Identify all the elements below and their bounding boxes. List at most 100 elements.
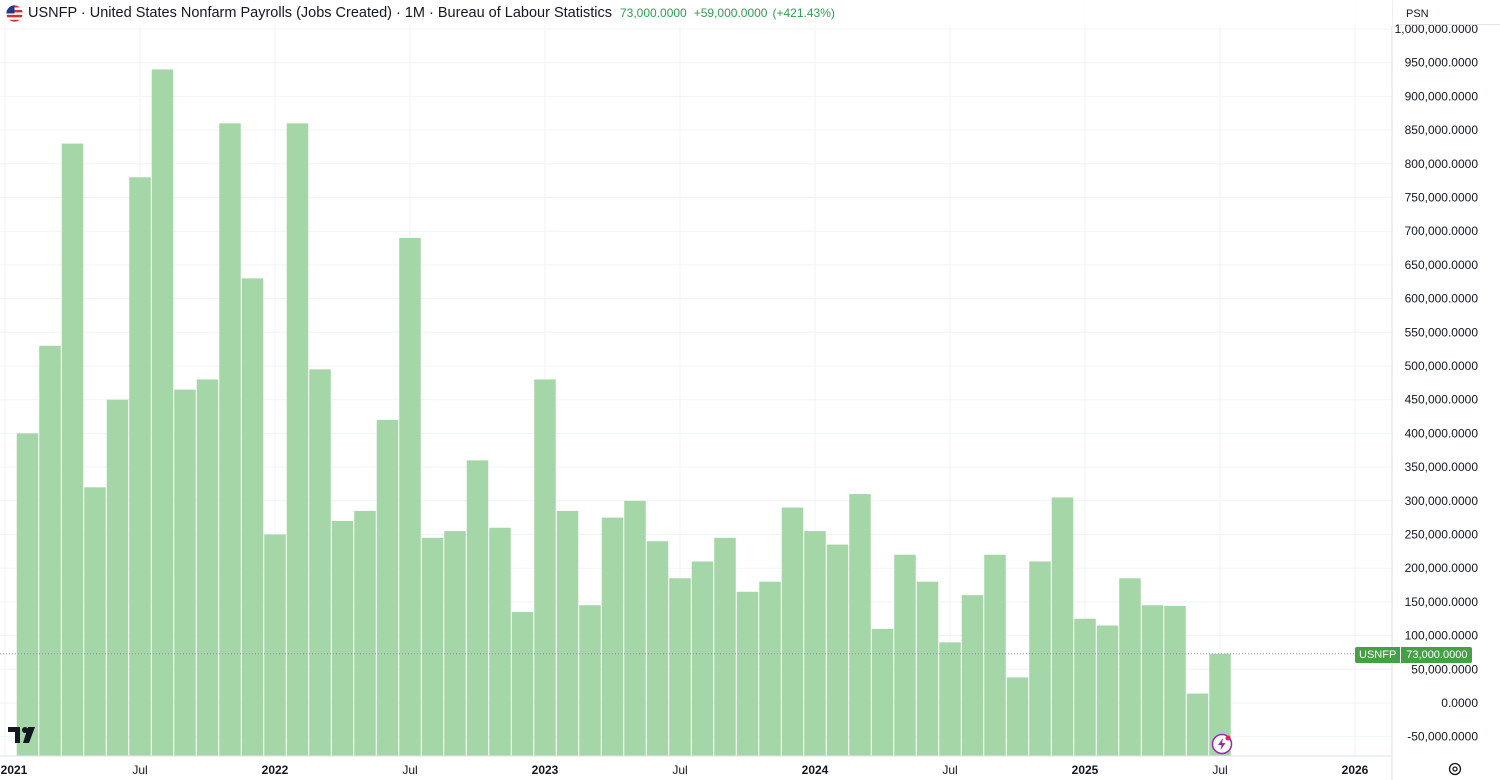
bar[interactable] (241, 278, 264, 756)
y-tick-label: 250,000.0000 (1405, 528, 1479, 542)
bar[interactable] (736, 591, 759, 756)
bar[interactable] (39, 345, 61, 756)
bar[interactable] (511, 612, 534, 756)
bar[interactable] (556, 510, 579, 756)
bar[interactable] (331, 521, 354, 756)
time-axis: 2021 Jul 2022 Jul 2023 Jul 2024 Jul 2025 Jul 2026 (1, 763, 1369, 777)
bar[interactable] (1074, 618, 1096, 756)
bar[interactable] (984, 554, 1006, 756)
bar[interactable] (1029, 561, 1051, 756)
bar[interactable] (871, 628, 894, 756)
bar[interactable] (286, 123, 309, 757)
price-tag-value: 73,000.0000 (1401, 647, 1473, 663)
y-tick-label: 0.0000 (1441, 696, 1478, 710)
bar[interactable] (961, 595, 984, 756)
bar[interactable] (624, 500, 646, 756)
bar[interactable] (1186, 693, 1209, 756)
bar[interactable] (579, 605, 601, 756)
y-tick-label: 850,000.0000 (1405, 123, 1479, 137)
price-tag-symbol: USNFP (1355, 647, 1401, 663)
settings-icon[interactable] (1448, 762, 1462, 776)
bar[interactable] (219, 123, 241, 757)
bar[interactable] (669, 578, 691, 756)
change-value: +59,000.0000 (693, 6, 768, 20)
psn-label[interactable]: PSN (1400, 3, 1500, 25)
price-axis: -50,000.0000 0.0000 50,000.0000 100,000.000… (1395, 22, 1479, 744)
x-tick-label: 2021 (1, 763, 28, 777)
bar[interactable] (534, 379, 556, 756)
bar[interactable] (466, 460, 489, 756)
bar[interactable] (1141, 605, 1164, 756)
price-tag: USNFP 73,000.0000 (1355, 647, 1473, 663)
x-tick-label: Jul (942, 763, 957, 777)
bar[interactable] (106, 399, 129, 756)
tradingview-logo-icon[interactable] (8, 726, 42, 744)
x-tick-label: 2026 (1342, 763, 1369, 777)
bar[interactable] (601, 517, 624, 756)
bar[interactable] (939, 642, 961, 756)
y-tick-label: 500,000.0000 (1405, 359, 1479, 373)
bar[interactable] (264, 534, 286, 757)
bar[interactable] (61, 143, 84, 756)
bar[interactable] (174, 389, 196, 756)
x-tick-label: Jul (402, 763, 417, 777)
bar[interactable] (84, 487, 106, 756)
bar[interactable] (646, 541, 669, 756)
bar[interactable] (916, 581, 939, 756)
bar[interactable] (1209, 653, 1231, 756)
x-tick-label: 2024 (802, 763, 829, 777)
y-tick-label: 100,000.0000 (1405, 629, 1479, 643)
bar[interactable] (714, 537, 736, 756)
x-tick-label: 2022 (262, 763, 289, 777)
bar[interactable] (129, 177, 151, 756)
x-tick-label: Jul (672, 763, 687, 777)
bar[interactable] (1164, 605, 1186, 756)
bar[interactable] (151, 69, 174, 756)
bar[interactable] (354, 510, 376, 756)
bar[interactable] (489, 527, 511, 756)
bar[interactable] (421, 537, 444, 756)
y-tick-label: 300,000.0000 (1405, 494, 1479, 508)
y-tick-label: -50,000.0000 (1407, 730, 1478, 744)
lightning-icon[interactable] (1211, 733, 1233, 755)
y-tick-label: 150,000.0000 (1405, 595, 1479, 609)
chart-header: USNFP · United States Nonfarm Payrolls (… (0, 0, 1392, 26)
y-tick-label: 700,000.0000 (1405, 224, 1479, 238)
y-tick-label: 600,000.0000 (1405, 292, 1479, 306)
bar[interactable] (826, 544, 849, 756)
x-tick-label: Jul (132, 763, 147, 777)
bar[interactable] (196, 379, 219, 756)
x-tick-label: Jul (1212, 763, 1227, 777)
y-tick-label: 800,000.0000 (1405, 157, 1479, 171)
bar[interactable] (309, 369, 331, 756)
x-tick-label: 2025 (1072, 763, 1099, 777)
bar[interactable] (1096, 625, 1119, 756)
x-tick-label: 2023 (532, 763, 559, 777)
y-tick-label: 200,000.0000 (1405, 561, 1479, 575)
bar[interactable] (781, 507, 804, 756)
bar[interactable] (691, 561, 714, 756)
y-tick-label: 1,000,000.0000 (1395, 22, 1479, 36)
bar[interactable] (376, 419, 399, 756)
chart-title[interactable]: USNFP · United States Nonfarm Payrolls (… (28, 5, 612, 21)
bar[interactable] (1119, 578, 1141, 756)
bar[interactable] (849, 494, 871, 756)
bar[interactable] (804, 531, 826, 756)
bar[interactable] (16, 433, 39, 756)
y-tick-label: 550,000.0000 (1405, 325, 1479, 339)
y-tick-label: 750,000.0000 (1405, 191, 1479, 205)
bar[interactable] (894, 554, 916, 756)
bar[interactable] (444, 531, 466, 756)
bar[interactable] (399, 237, 421, 756)
y-tick-label: 350,000.0000 (1405, 460, 1479, 474)
y-tick-label: 400,000.0000 (1405, 426, 1479, 440)
bar[interactable] (1006, 677, 1029, 756)
last-value: 73,000.0000 (620, 6, 687, 20)
bar[interactable] (1051, 497, 1074, 756)
y-tick-label: 650,000.0000 (1405, 258, 1479, 272)
change-percent: (+421.43%) (772, 6, 835, 20)
bar[interactable] (759, 581, 781, 756)
y-tick-label: 450,000.0000 (1405, 393, 1479, 407)
y-tick-label: 900,000.0000 (1405, 89, 1479, 103)
